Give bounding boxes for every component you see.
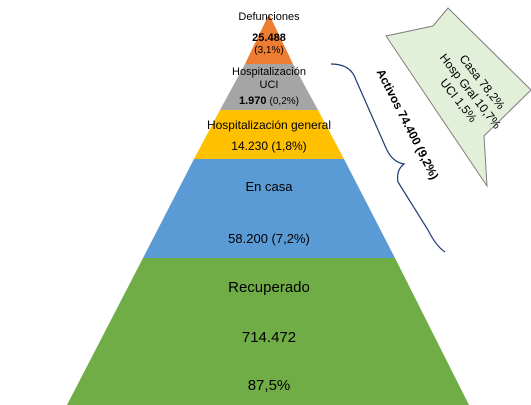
tier-hosp-general [194, 110, 344, 159]
tier-recuperado [67, 258, 469, 405]
defunciones-label: Defunciones [238, 11, 300, 23]
defunciones-value: 25.488 [252, 32, 286, 44]
recuperado-value: 714.472 [242, 329, 296, 346]
recuperado-percent: 87,5% [248, 377, 291, 394]
tier-defunciones [245, 14, 293, 64]
uci-value-line: 1.970 (0,2%) [239, 95, 299, 107]
recuperado-label: Recuperado [228, 279, 310, 296]
activos-brace [330, 63, 446, 253]
tier-uci [220, 64, 318, 110]
en-casa-label: En casa [246, 179, 294, 194]
callout-arrow [385, 7, 531, 188]
uci-label-line1: Hospitalización [232, 66, 306, 78]
defunciones-percent: (3,1%) [254, 45, 283, 56]
tier-en-casa [143, 159, 395, 258]
uci-percent: (0,2%) [270, 96, 299, 107]
en-casa-value: 58.200 (7,2%) [228, 231, 310, 246]
hosp-general-value: 14.230 (1,8%) [231, 139, 306, 153]
uci-label-line2: UCI [260, 79, 279, 91]
hosp-general-label: Hospitalización general [207, 118, 331, 132]
uci-value: 1.970 [239, 95, 267, 107]
